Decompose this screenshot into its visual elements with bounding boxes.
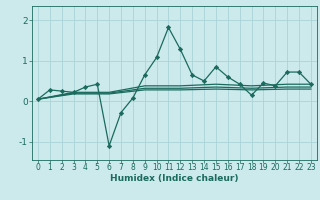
X-axis label: Humidex (Indice chaleur): Humidex (Indice chaleur) [110, 174, 239, 183]
